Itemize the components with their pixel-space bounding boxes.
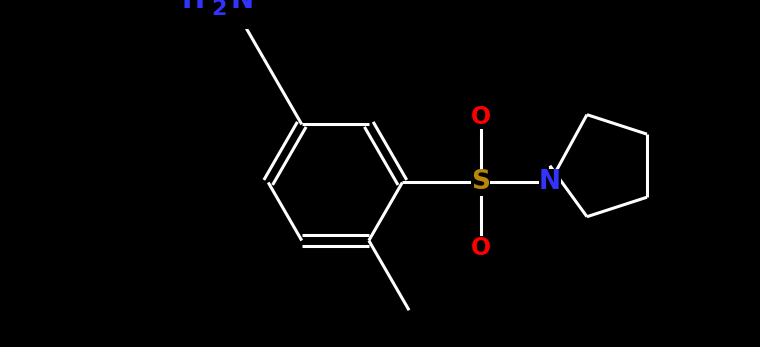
Text: N: N xyxy=(231,0,254,14)
Text: S: S xyxy=(471,169,490,195)
Text: 2: 2 xyxy=(211,0,226,19)
Text: O: O xyxy=(470,104,491,128)
Text: O: O xyxy=(470,236,491,260)
Text: H: H xyxy=(182,0,205,14)
Text: N: N xyxy=(539,169,561,195)
